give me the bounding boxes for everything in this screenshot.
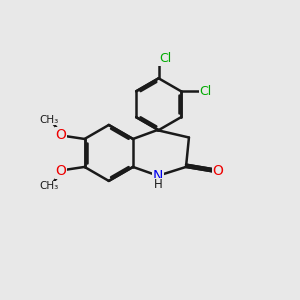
Text: Cl: Cl: [159, 52, 171, 65]
Text: Cl: Cl: [200, 85, 212, 98]
Text: CH₃: CH₃: [40, 115, 59, 124]
Text: O: O: [55, 128, 66, 142]
Text: O: O: [55, 164, 66, 178]
Text: H: H: [154, 178, 162, 191]
Text: N: N: [153, 169, 163, 183]
Text: O: O: [212, 164, 223, 178]
Text: CH₃: CH₃: [40, 181, 59, 191]
